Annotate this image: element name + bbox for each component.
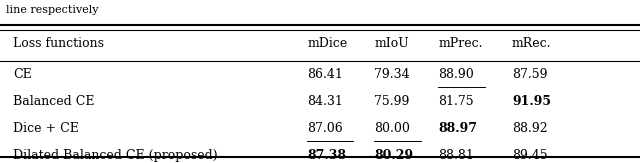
Text: 88.97: 88.97 [438, 122, 477, 135]
Text: 87.38: 87.38 [307, 149, 346, 162]
Text: 89.45: 89.45 [512, 149, 548, 162]
Text: 81.75: 81.75 [438, 95, 474, 108]
Text: 88.92: 88.92 [512, 122, 548, 135]
Text: 88.81: 88.81 [438, 149, 474, 162]
Text: Balanced CE: Balanced CE [13, 95, 94, 108]
Text: CE: CE [13, 68, 31, 82]
Text: line respectively: line respectively [6, 5, 99, 15]
Text: mPrec.: mPrec. [438, 37, 483, 50]
Text: 87.06: 87.06 [307, 122, 343, 135]
Text: 91.95: 91.95 [512, 95, 551, 108]
Text: 86.41: 86.41 [307, 68, 343, 82]
Text: 87.59: 87.59 [512, 68, 547, 82]
Text: Loss functions: Loss functions [13, 37, 104, 50]
Text: 79.34: 79.34 [374, 68, 410, 82]
Text: 88.90: 88.90 [438, 68, 474, 82]
Text: mRec.: mRec. [512, 37, 552, 50]
Text: 84.31: 84.31 [307, 95, 343, 108]
Text: 80.29: 80.29 [374, 149, 413, 162]
Text: mIoU: mIoU [374, 37, 409, 50]
Text: mDice: mDice [307, 37, 348, 50]
Text: Dilated Balanced CE (proposed): Dilated Balanced CE (proposed) [13, 149, 218, 162]
Text: 75.99: 75.99 [374, 95, 410, 108]
Text: 80.00: 80.00 [374, 122, 410, 135]
Text: Dice + CE: Dice + CE [13, 122, 79, 135]
